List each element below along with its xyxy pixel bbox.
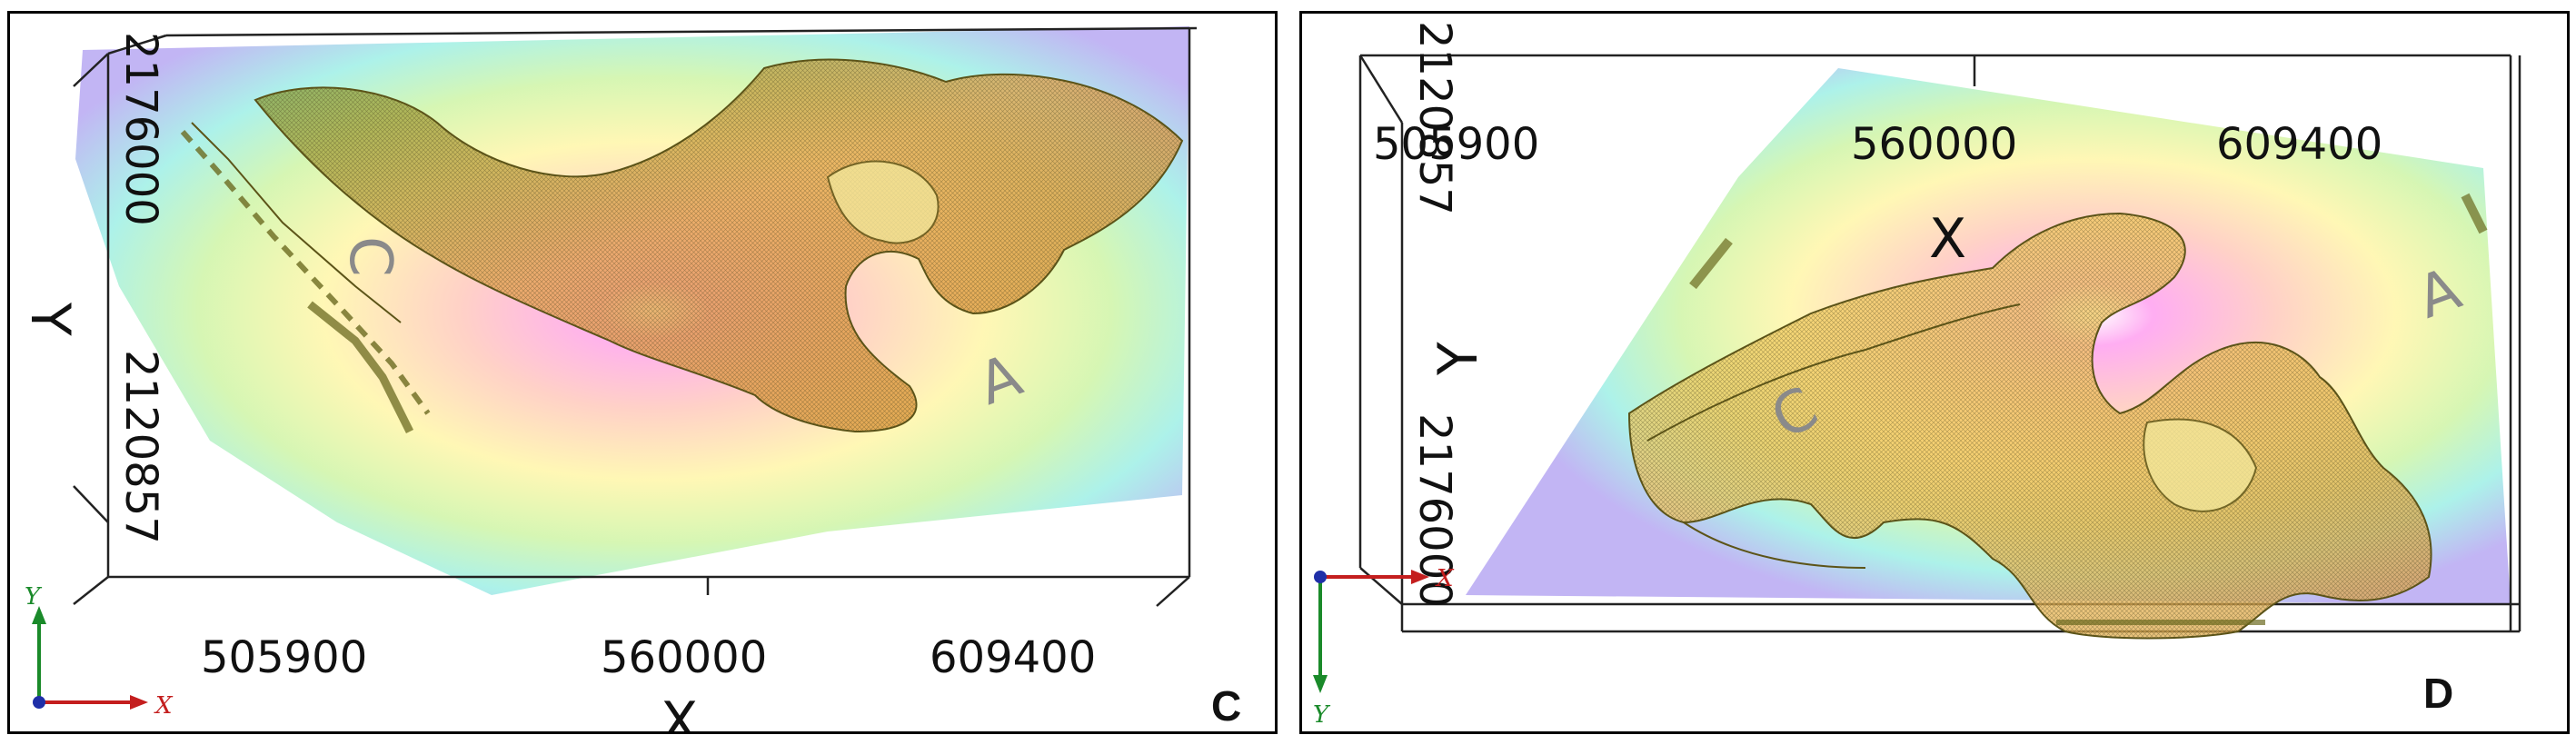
y-tick-label: 2120857 bbox=[115, 350, 166, 544]
x-tick-label: 609400 bbox=[2216, 119, 2382, 170]
y-axis-label: Y bbox=[18, 302, 82, 336]
axis-triad: Y X bbox=[25, 583, 174, 720]
orebody-mesh bbox=[180, 58, 1184, 434]
x-tick-label: 505900 bbox=[201, 632, 367, 683]
panel-letter-d: D bbox=[2423, 670, 2453, 717]
y-tick-label: 2176000 bbox=[115, 32, 166, 226]
panel-d-figure: C A 505900 560000 609400 X 2120857 21760… bbox=[1313, 21, 2521, 729]
surface-mark-c: C bbox=[336, 236, 403, 277]
orebody-mesh bbox=[1627, 193, 2488, 640]
y-axis-label: Y bbox=[1427, 342, 1490, 376]
panel-c-figure: C A 505900 560000 609400 X 2176000 21208… bbox=[18, 26, 1241, 731]
panel-letter-c: C bbox=[1211, 682, 1241, 730]
x-tick-label: 560000 bbox=[1851, 119, 2017, 170]
triad-y-label: Y bbox=[1313, 701, 1331, 729]
x-tick-label: 609400 bbox=[930, 632, 1096, 683]
x-axis-label: X bbox=[661, 690, 698, 731]
axis-triad: X Y bbox=[1313, 565, 1455, 729]
bounding-box bbox=[1358, 54, 2521, 633]
x-axis-label: X bbox=[1929, 207, 1966, 271]
bounding-box bbox=[73, 26, 1198, 607]
triad-x-label: X bbox=[1435, 565, 1455, 592]
triad-x-label: X bbox=[154, 692, 174, 720]
panel-c: C A 505900 560000 609400 X 2176000 21208… bbox=[7, 11, 1278, 734]
y-tick-label: 2120857 bbox=[1409, 21, 1460, 215]
panel-d: C A 505900 560000 609400 X 2120857 21760… bbox=[1299, 11, 2570, 734]
x-tick-label: 505900 bbox=[1373, 119, 1539, 170]
x-tick-label: 560000 bbox=[601, 632, 767, 683]
triad-y-label: Y bbox=[25, 583, 43, 611]
